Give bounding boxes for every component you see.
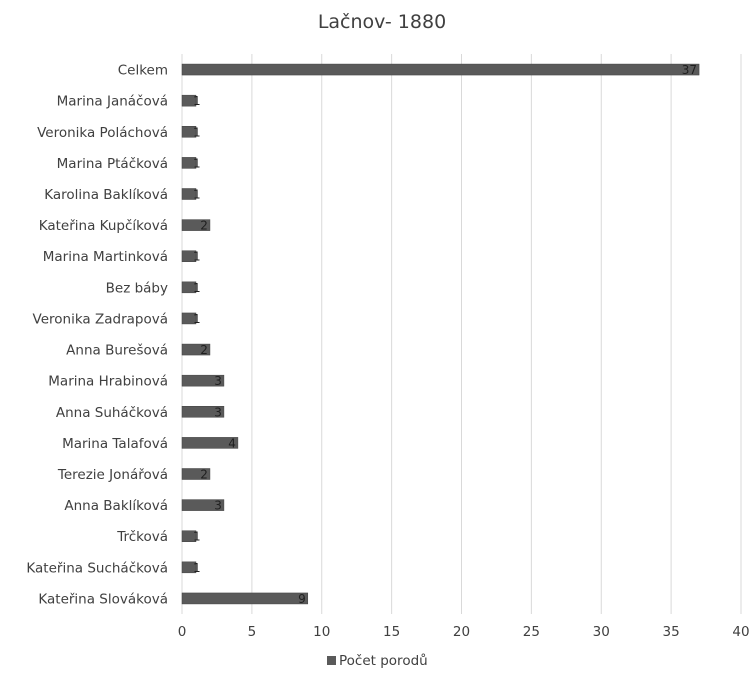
x-tick-label: 0 [178,624,187,640]
bar [181,592,309,605]
x-tick-label: 20 [453,624,470,640]
data-label: 1 [193,125,201,139]
bar [181,343,211,356]
category-label: Marina Ptáčková [57,156,168,172]
x-tick-label: 35 [663,624,680,640]
legend-swatch [327,656,336,665]
category-label: Veronika Poláchová [37,125,168,141]
bar [181,374,225,387]
data-label: 3 [214,374,222,388]
category-label: Anna Burešová [66,343,168,359]
bar [181,188,197,200]
gridlines [181,54,742,614]
x-tick-label: 25 [523,624,540,640]
legend: Počet porodů [327,653,428,669]
bar [181,437,239,449]
bar [181,499,225,511]
category-label: Marina Janáčová [57,94,168,110]
data-label: 1 [193,250,201,264]
category-label: Kateřina Kupčíková [39,218,168,234]
data-label: 2 [200,219,208,233]
data-label: 1 [193,281,201,295]
category-label: Trčková [116,529,168,545]
category-labels: Celkem Marina Janáčová Veronika Poláchová M… [26,63,168,608]
category-label: Bez báby [106,280,168,296]
category-label: Anna Baklíková [64,498,168,514]
category-label: Kateřina Slováková [38,591,168,607]
data-label: 1 [193,312,201,326]
x-tick-label: 30 [593,624,610,640]
category-label: Celkem [118,63,168,79]
category-label: Marina Hrabinová [48,374,168,390]
category-label: Veronika Zadrapová [33,311,168,327]
legend-label: Počet porodů [339,653,428,669]
data-label: 1 [193,188,201,202]
category-label: Marina Martinková [43,249,168,265]
x-axis-ticks: 0 5 10 15 20 25 30 35 40 [178,624,750,640]
bar [181,530,197,542]
data-label: 1 [193,561,201,575]
data-label: 9 [298,592,306,606]
category-label: Marina Talafová [62,436,168,452]
data-label: 1 [193,530,201,544]
data-label: 2 [200,343,208,357]
bar [181,63,700,76]
x-tick-label: 5 [248,624,257,640]
data-label: 1 [193,94,201,108]
category-label: Terezie Jonářová [57,467,168,483]
data-label: 4 [228,436,236,450]
x-tick-label: 10 [313,624,330,640]
data-label: 3 [214,499,222,513]
x-tick-label: 40 [732,624,749,640]
data-labels: 37 1 1 1 1 2 1 1 1 2 3 3 4 2 3 1 1 9 [193,63,697,606]
data-label: 2 [200,468,208,482]
bar [181,561,197,574]
data-label: 37 [682,63,697,77]
bar [181,281,197,294]
bar [181,219,211,231]
data-label: 3 [214,405,222,419]
bar [181,406,225,418]
bar [181,468,211,480]
category-label: Karolina Baklíková [44,187,168,203]
bar [181,94,197,107]
bar [181,312,197,325]
category-label: Anna Suháčková [56,405,168,421]
bars [181,63,700,605]
bar [181,250,197,262]
x-tick-label: 15 [383,624,400,640]
chart-title: Lačnov- 1880 [318,11,446,33]
category-label: Kateřina Sucháčková [26,560,168,576]
bar [181,157,197,169]
bar [181,126,197,138]
data-label: 1 [193,156,201,170]
